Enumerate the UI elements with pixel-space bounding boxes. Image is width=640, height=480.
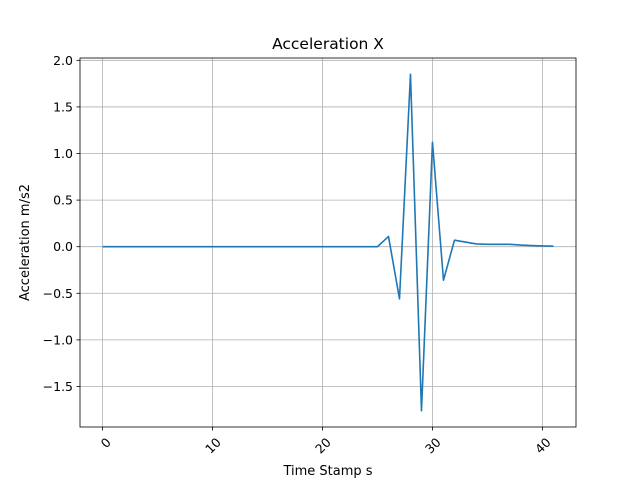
grid-layer: [80, 58, 576, 427]
plot-frame: [79, 57, 577, 428]
y-tick-label: 0.0: [53, 239, 73, 254]
y-tick-label: −1.5: [43, 379, 73, 394]
line-layer: [102, 73, 554, 412]
chart-title: Acceleration X: [272, 35, 384, 53]
acceleration-series-line: [102, 73, 554, 412]
y-tick-label: 1.5: [53, 99, 73, 114]
y-tick-label: −0.5: [43, 286, 73, 301]
y-axis-label: Acceleration m/s2: [18, 184, 33, 301]
y-tick-label: 2.0: [53, 53, 73, 68]
y-tick-label: −1.0: [43, 332, 73, 347]
y-tick-label: 1.0: [53, 146, 73, 161]
y-tick-label: 0.5: [53, 193, 73, 208]
x-axis-label: Time Stamp s: [282, 464, 372, 479]
